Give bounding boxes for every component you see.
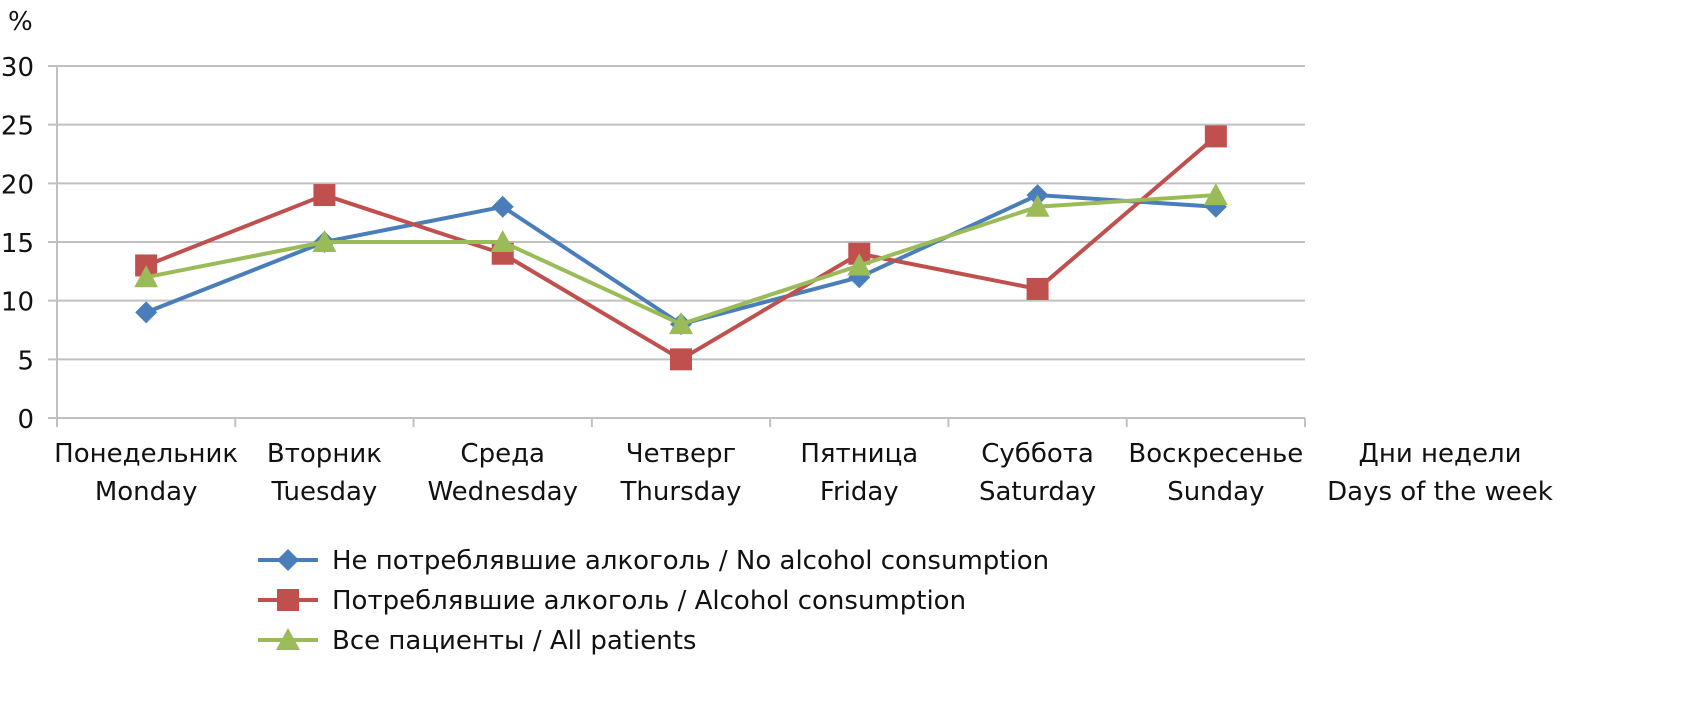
diamond-marker (135, 301, 158, 324)
y-tick-label: 25 (1, 112, 34, 142)
y-axis-label: % (8, 7, 33, 37)
x-tick-label-ru: Воскресенье (1128, 439, 1303, 469)
y-tick-label: 0 (17, 405, 34, 435)
x-tick-label-en: Monday (95, 477, 198, 507)
y-tick-label: 10 (1, 288, 34, 318)
y-tick-label: 5 (17, 346, 34, 376)
triangle-marker (1025, 194, 1050, 217)
y-tick-label: 20 (1, 170, 34, 200)
square-marker (1204, 125, 1227, 148)
x-tick-label-en: Saturday (979, 477, 1096, 507)
x-tick-label-ru: Вторник (267, 439, 382, 469)
triangle-marker (847, 253, 872, 276)
series-triangle (134, 183, 1228, 335)
x-tick-label-en: Thursday (620, 477, 742, 507)
triangle-marker (490, 230, 515, 252)
x-tick-label-ru: Суббота (981, 439, 1094, 469)
series-line (145, 193, 1216, 327)
x-tick-label-ru: Среда (460, 439, 545, 469)
legend: Не потреблявшие алкоголь / No alcohol co… (258, 546, 1049, 656)
legend-label: Потреблявшие алкоголь / Alcohol consumpt… (332, 586, 966, 616)
x-tick-label-ru: Пятница (800, 439, 918, 469)
triangle-marker (669, 312, 693, 335)
x-axis-label-ru: Дни недели (1359, 439, 1522, 469)
x-tick-label-en: Tuesday (271, 477, 378, 507)
x-tick-label-ru: Понедельник (54, 439, 238, 469)
y-tick-label: 30 (1, 53, 34, 83)
x-axis-label-en: Days of the week (1327, 477, 1553, 507)
square-marker (670, 348, 692, 371)
square-marker (313, 184, 336, 207)
y-tick-label: 15 (1, 229, 34, 259)
x-tick-label-ru: Четверг (626, 439, 736, 469)
square-marker (1026, 277, 1049, 300)
triangle-marker (276, 628, 300, 650)
triangle-marker (1203, 183, 1228, 206)
square-marker (277, 589, 299, 611)
x-tick-label-en: Sunday (1167, 477, 1264, 507)
diamond-marker (491, 195, 514, 218)
legend-label: Все пациенты / All patients (332, 626, 696, 656)
diamond-marker (277, 549, 299, 571)
legend-label: Не потреблявшие алкоголь / No alcohol co… (332, 546, 1049, 576)
x-tick-label-en: Friday (820, 477, 899, 507)
x-tick-label-en: Wednesday (427, 477, 578, 507)
triangle-marker (312, 230, 337, 252)
triangle-marker (134, 265, 159, 288)
series-line (145, 193, 1216, 327)
